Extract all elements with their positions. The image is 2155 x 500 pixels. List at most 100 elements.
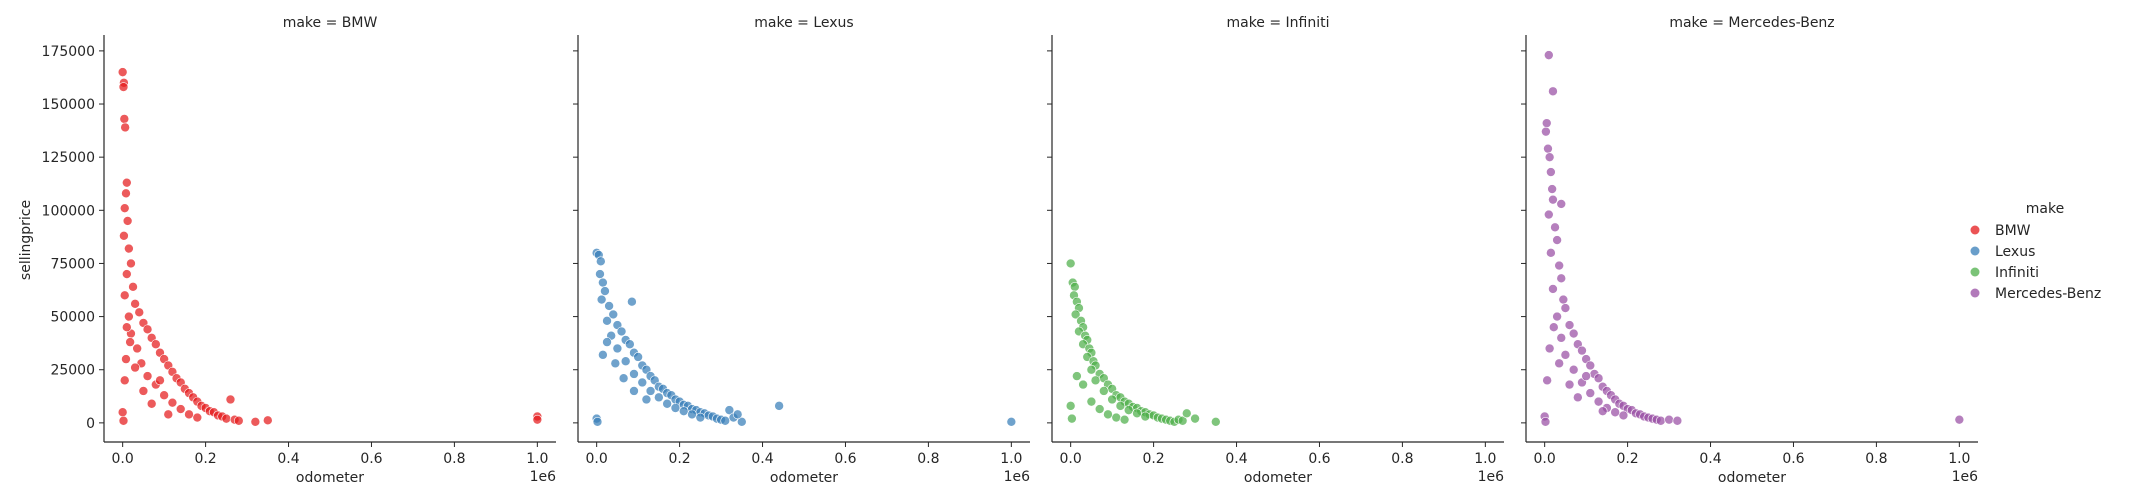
scatter-point [1086,396,1097,407]
scatter-point [1610,407,1620,418]
x-axis-label: odometer [770,470,838,486]
scatter-point [1072,371,1082,381]
scatter-point [128,282,138,292]
scatter-point [130,299,140,309]
scatter-point [1544,343,1555,354]
scatter-point [146,398,157,409]
y-tick-label: 125000 [42,150,95,166]
scatter-point [592,417,603,427]
scatter-point [1540,417,1551,427]
x-tick-label: 0.2 [194,451,216,467]
scatter-point [604,301,614,311]
y-tick-label: 0 [86,416,95,432]
scatter-point [1541,118,1552,128]
y-axis-label: sellingprice [18,200,34,280]
legend-entry: Infiniti [1995,265,2039,281]
scatter-point [1954,414,1965,425]
scatter-point [1181,408,1192,419]
scatter-point [1548,194,1558,205]
scatter-point [122,269,132,279]
scatter-point [192,412,203,423]
scatter-point [1564,379,1575,390]
scatter-point [602,337,612,347]
scatter-point [595,269,605,279]
y-tick-label: 50000 [50,310,95,326]
x-axis-label: odometer [1244,470,1312,486]
scatter-point [1550,222,1560,233]
scatter-point [1070,309,1081,320]
scatter-point [732,409,743,420]
x-tick-label: 0.2 [668,451,690,467]
legend-marker [1970,225,1980,235]
scatter-point [678,406,689,416]
x-offset-label: 1e6 [1952,469,1979,485]
scatter-point [124,311,134,322]
scatter-point [1568,328,1579,339]
scatter-point [641,394,652,405]
scatter-point [1099,386,1109,396]
x-tick-label: 0.0 [112,451,134,467]
scatter-point [618,373,629,384]
y-tick-label: 175000 [42,44,95,60]
x-tick-label: 0.8 [917,451,939,467]
scatter-point [1006,417,1017,427]
scatter-point [233,415,244,426]
scatter-point [774,401,784,411]
scatter-point [1556,333,1567,343]
scatter-point [151,339,161,350]
scatter-point [225,394,236,405]
scatter-point [616,326,627,337]
scatter-point [724,405,735,415]
scatter-point [1542,375,1552,386]
scatter-point [532,414,543,425]
facet-title: make = BMW [283,15,378,31]
x-tick-label: 0.8 [443,451,465,467]
facet-panel: make = Lexus 0.0 0.2 0.4 0.6 0.8 1.0 1e6 odomete… [573,15,1030,486]
scatter-point [1140,411,1151,422]
scatter-point [1593,373,1604,384]
x-tick-label: 0.4 [751,451,773,467]
legend-entry: Lexus [1995,244,2035,260]
scatter-point [125,337,135,347]
scatter-point [1554,358,1564,369]
scatter-point [1541,126,1551,137]
x-tick-label: 1.0 [1474,451,1496,467]
x-tick-label: 1.0 [526,451,548,467]
scatter-point [1547,184,1557,194]
scatter-point [1546,248,1556,258]
scatter-point [118,82,129,92]
scatter-point [633,352,643,362]
scatter-point [627,296,637,307]
scatter-point [620,356,631,367]
scatter-point [121,188,131,199]
y-tick-label: 75000 [50,256,95,272]
x-offset-label: 1e6 [530,469,557,485]
scatter-point [142,324,153,335]
scatter-point [119,203,130,213]
scatter-point [598,350,608,360]
scatter-point [1543,143,1553,154]
y-tick-label: 25000 [50,363,95,379]
scatter-point [596,256,606,267]
facet-panel: make = Mercedes-Benz 0.0 0.2 0.4 0.6 0.8 1.0 1e… [1521,15,1978,486]
legend-marker [1970,267,1980,277]
scatter-point [1577,345,1587,356]
scatter-point [645,386,656,396]
scatter-point [1544,209,1554,220]
scatter-point [138,386,149,396]
scatter-point [122,216,133,226]
scatter-point [130,362,140,373]
scatter-point [1573,392,1583,403]
scatter-point [120,122,130,133]
x-tick-label: 0.8 [1391,451,1413,467]
scatter-point [1119,414,1130,425]
legend-title: make [2026,201,2064,217]
scatter-point [117,67,128,77]
scatter-point [612,343,623,354]
scatter-point [1065,258,1076,269]
scatter-point [122,322,132,333]
x-tick-label: 0.4 [1225,451,1247,467]
x-tick-label: 1.0 [1948,451,1970,467]
scatter-point [1556,273,1567,284]
scatter-point [1210,417,1221,427]
